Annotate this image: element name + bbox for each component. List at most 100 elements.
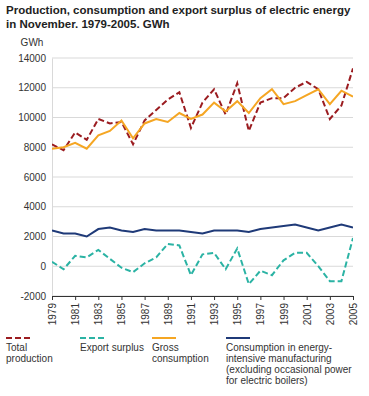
grid-line xyxy=(52,58,353,59)
legend-label: Consumption in energy-intensive manufact… xyxy=(226,342,352,386)
x-tick: 2001 xyxy=(302,296,313,325)
x-tick-mark xyxy=(237,296,238,300)
x-tick-label: 1999 xyxy=(279,303,290,326)
text-line: Total xyxy=(6,342,27,353)
x-tick-mark xyxy=(98,296,99,300)
x-tick-mark xyxy=(121,296,122,300)
title: Production, consumption and export surpl… xyxy=(6,4,351,30)
x-axis: 1979 1981 1983 1985 1987 1989 1991 1993 1995 1997… xyxy=(47,296,359,325)
legend-swatch xyxy=(226,337,250,339)
series-line xyxy=(52,89,353,149)
y-tick: 6000 xyxy=(24,172,52,183)
legend-swatch xyxy=(80,337,104,339)
x-tick: 1983 xyxy=(93,296,104,325)
y-tick: 8000 xyxy=(24,142,52,153)
x-tick: 1979 xyxy=(47,296,58,325)
x-tick-mark xyxy=(330,296,331,300)
x-tick-label: 1995 xyxy=(232,303,243,326)
x-tick: 1981 xyxy=(70,296,81,325)
y-tick-label: 6000 xyxy=(24,172,47,183)
y-tick: 2000 xyxy=(24,231,52,242)
x-axis-line xyxy=(53,297,354,301)
text-line: consumption xyxy=(152,353,209,364)
x-tick-mark xyxy=(191,296,192,300)
grid-line xyxy=(52,87,353,88)
text-line: production xyxy=(6,353,53,364)
x-tick-label: 1993 xyxy=(209,303,220,326)
y-tick: 14000 xyxy=(18,53,52,64)
text-line: in November. 1979-2005. GWh xyxy=(6,18,170,30)
text-line: (excluding occasional power xyxy=(226,364,352,375)
x-tick-mark xyxy=(75,296,76,300)
y-axis: -2000 0 2000 4000 6000 8000 10000 12000 14000 xyxy=(18,53,52,302)
legend-label: Export surplus xyxy=(80,342,144,353)
x-tick-mark xyxy=(52,296,53,300)
y-tick: 10000 xyxy=(18,112,52,123)
x-tick: 2005 xyxy=(348,296,359,325)
y-tick-label: 4000 xyxy=(24,201,47,212)
x-tick: 1985 xyxy=(116,296,127,325)
series-line xyxy=(52,238,353,284)
y-tick-label: -2000 xyxy=(20,291,46,302)
x-tick-mark xyxy=(307,296,308,300)
y-tick: -2000 xyxy=(20,291,52,302)
grid-line xyxy=(52,147,353,148)
plot: -2000 0 2000 4000 6000 8000 10000 12000 14000 197… xyxy=(18,53,359,326)
legend-label: Totalproduction xyxy=(6,342,53,364)
x-tick-label: 2005 xyxy=(348,303,359,326)
grid-line xyxy=(52,266,353,267)
x-tick: 1989 xyxy=(163,296,174,325)
x-tick-label: 1989 xyxy=(163,303,174,326)
x-tick-mark xyxy=(145,296,146,300)
y-tick-label: 12000 xyxy=(18,82,46,93)
text-line: Consumption in energy- xyxy=(226,342,332,353)
y-tick-label: 14000 xyxy=(18,53,46,64)
y-tick: 12000 xyxy=(18,82,52,93)
text-line: Export surplus xyxy=(80,342,144,353)
series-line xyxy=(52,225,353,237)
x-tick-label: 1981 xyxy=(70,303,81,326)
text-line: Gross xyxy=(152,342,179,353)
grid-line xyxy=(52,177,353,178)
legend-label: Grossconsumption xyxy=(152,342,209,364)
x-tick-mark xyxy=(353,296,354,300)
x-tick-label: 1991 xyxy=(186,303,197,326)
x-tick-mark xyxy=(284,296,285,300)
text-line: for electric boilers) xyxy=(226,375,308,386)
text-line: Production, consumption and export surpl… xyxy=(6,4,351,16)
y-axis-label: GWh xyxy=(21,37,44,48)
legend-swatch xyxy=(152,337,176,339)
x-tick-label: 2003 xyxy=(325,303,336,326)
x-tick: 1995 xyxy=(232,296,243,325)
x-tick-label: 1997 xyxy=(255,303,266,326)
y-tick: 4000 xyxy=(24,201,52,212)
y-tick-label: 0 xyxy=(40,261,46,272)
grid-line xyxy=(52,117,353,118)
x-tick-mark xyxy=(168,296,169,300)
y-tick-label: 8000 xyxy=(24,142,47,153)
x-tick-mark xyxy=(214,296,215,300)
grid-line xyxy=(52,206,353,207)
x-tick: 1997 xyxy=(255,296,266,325)
x-tick: 1987 xyxy=(140,296,151,325)
x-tick-label: 1979 xyxy=(47,303,58,326)
y-axis-line xyxy=(52,59,53,297)
legend-swatch xyxy=(6,337,30,339)
x-tick-mark xyxy=(260,296,261,300)
y-tick-label: 2000 xyxy=(24,231,47,242)
legend: Totalproduction Export surplus Grossconsum… xyxy=(6,338,352,386)
x-tick: 2003 xyxy=(325,296,336,325)
x-tick-label: 1985 xyxy=(116,303,127,326)
grid-line xyxy=(52,236,353,237)
text-line: intensive manufacturing xyxy=(226,353,332,364)
x-tick: 1991 xyxy=(186,296,197,325)
grid xyxy=(52,58,353,296)
lines xyxy=(52,68,353,284)
x-tick-label: 2001 xyxy=(302,303,313,326)
x-tick-label: 1987 xyxy=(140,303,151,326)
y-tick-label: 10000 xyxy=(18,112,46,123)
x-tick-label: 1983 xyxy=(93,303,104,326)
x-tick: 1993 xyxy=(209,296,220,325)
chart: Production, consumption and export surpl… xyxy=(0,0,369,396)
y-tick: 0 xyxy=(40,261,52,272)
